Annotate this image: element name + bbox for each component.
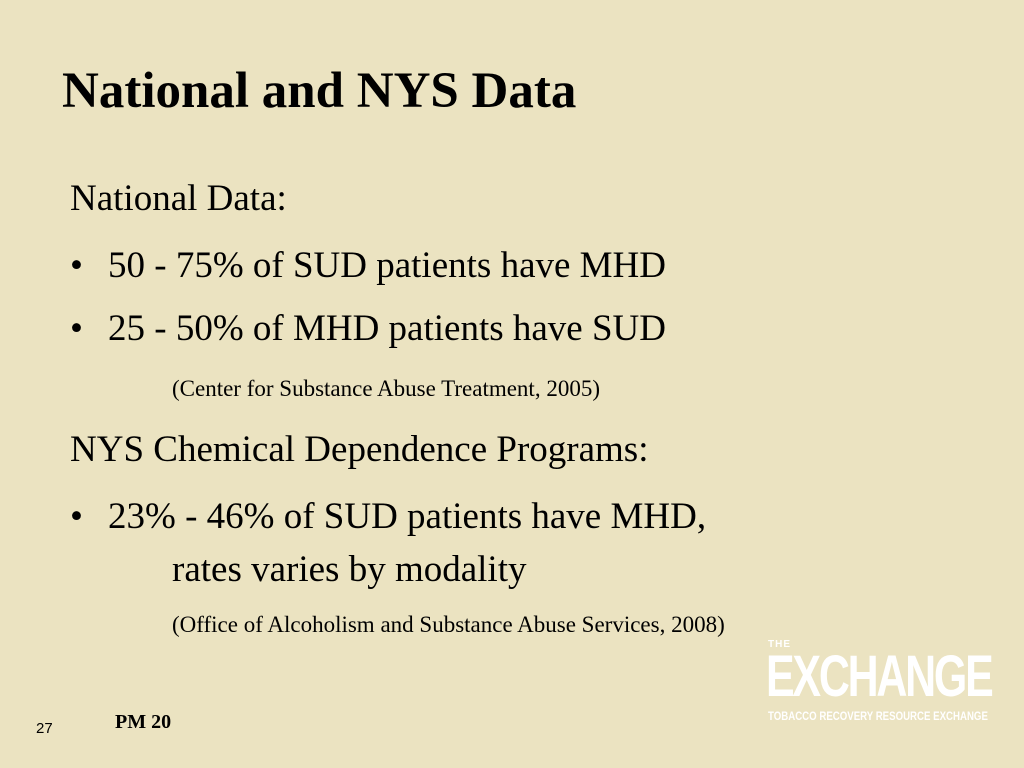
footer-label: PM 20 (115, 711, 172, 733)
logo-the-text: THE (768, 639, 791, 650)
slide-number: 27 (36, 720, 53, 737)
logo-wordmark: EXCHANGE (766, 644, 994, 709)
nys-programs-heading: NYS Chemical Dependence Programs: (70, 429, 649, 470)
slide-title: National and NYS Data (62, 63, 577, 119)
bullet-text: 50 - 75% of SUD patients have MHD (108, 245, 666, 286)
national-citation: (Center for Substance Abuse Treatment, 2… (172, 376, 600, 401)
national-data-heading: National Data: (70, 178, 287, 219)
nys-bullet-1: • 23% - 46% of SUD patients have MHD, (70, 498, 706, 535)
national-bullet-2: • 25 - 50% of MHD patients have SUD (70, 310, 666, 347)
bullet-icon: • (70, 308, 83, 349)
bullet-text: 25 - 50% of MHD patients have SUD (108, 308, 666, 349)
bullet-icon: • (70, 496, 83, 537)
exchange-logo: THE EXCHANGE TOBACCO RECOVERY RESOURCE E… (766, 639, 994, 726)
bullet-text: 23% - 46% of SUD patients have MHD, (108, 496, 707, 537)
bullet-icon: • (70, 245, 83, 286)
national-bullet-1: • 50 - 75% of SUD patients have MHD (70, 247, 666, 284)
logo-tagline: TOBACCO RECOVERY RESOURCE EXCHANGE (768, 711, 988, 723)
nys-bullet-1-continuation: rates varies by modality (172, 549, 527, 590)
nys-citation: (Office of Alcoholism and Substance Abus… (172, 612, 725, 637)
